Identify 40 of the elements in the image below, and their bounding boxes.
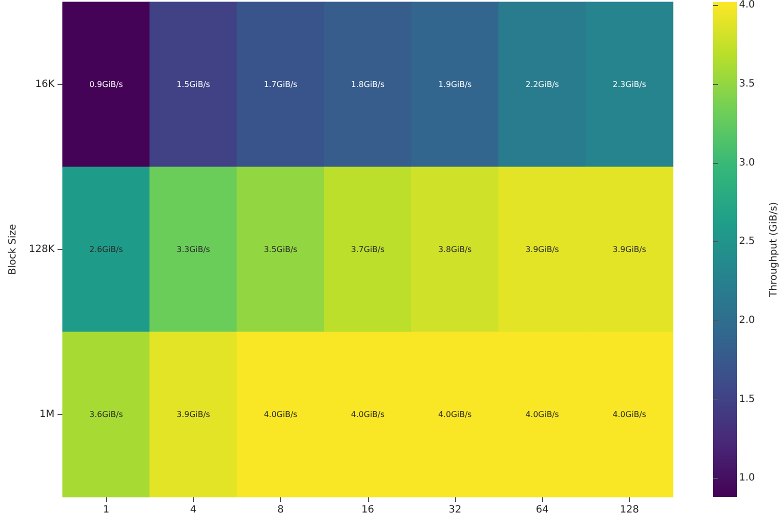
y-tick-label: 1M [40,409,55,420]
x-tick-label: 1 [102,504,110,516]
color-bar-label: 2.0 [739,314,755,326]
x-tick-label: 128 [620,504,639,516]
data-label: 4.0GiB/s [525,410,559,419]
data-label: 2.6GiB/s [89,245,123,254]
color-bar-label: 4.0 [739,0,755,11]
color-bar-label: 2.5 [739,236,755,248]
data-label: 4.0GiB/s [612,410,646,419]
x-tick-label: 64 [536,504,549,516]
color-bar-label: 3.5 [739,78,755,90]
data-label: 4.0GiB/s [264,410,298,419]
data-label: 4.0GiB/s [438,410,472,419]
data-label: 3.7GiB/s [351,245,385,254]
data-label: 3.3GiB/s [176,245,210,254]
data-label: 2.3GiB/s [612,80,646,89]
x-tick-label: 16 [361,504,374,516]
color-bar-label: 1.0 [739,472,755,484]
color-bar-title: Throughput (GiB/s) [768,202,780,298]
data-label: 3.6GiB/s [89,410,123,419]
x-tick-label: 32 [448,504,462,516]
x-tick-label: 8 [277,504,284,516]
y-axis-title: Block Size [8,224,18,275]
x-tick-label: 4 [190,504,197,516]
data-label: 3.9GiB/s [612,245,646,254]
data-label: 3.8GiB/s [438,245,472,254]
y-tick-label: 128K [28,244,55,255]
data-label: 3.5GiB/s [264,245,298,254]
data-label: 1.9GiB/s [438,80,472,89]
data-label: 0.9GiB/s [89,80,123,89]
color-bar-label: 1.5 [739,394,755,405]
data-label: 1.8GiB/s [351,80,385,89]
data-label: 3.9GiB/s [525,245,559,254]
data-label: 1.7GiB/s [264,80,298,89]
data-label: 1.5GiB/s [176,80,210,89]
y-tick-label: 16K [35,79,55,90]
color-bar-label: 3.0 [739,157,755,168]
data-label: 4.0GiB/s [351,410,385,419]
data-label: 2.2GiB/s [525,80,559,89]
data-label: 3.9GiB/s [176,410,210,419]
